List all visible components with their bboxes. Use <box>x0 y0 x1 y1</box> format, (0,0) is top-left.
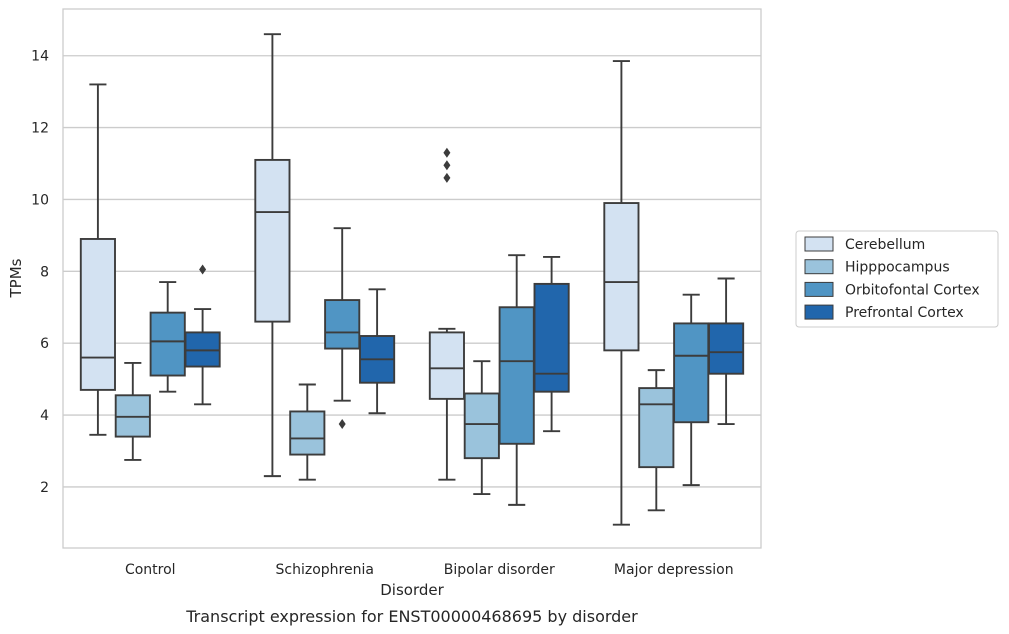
box-1-4 <box>184 264 221 406</box>
legend-swatch-2 <box>804 259 834 275</box>
box-3-4 <box>533 255 570 433</box>
x-axis-ticks: Control Schizophrenia Bipolar disorder Majo… <box>125 562 734 578</box>
box-1-2 <box>114 361 151 461</box>
legend-label-3: Orbitofontal Cortex <box>845 282 980 298</box>
box-body <box>673 322 710 424</box>
chart-caption: Transcript expression for ENST0000046869… <box>185 607 638 626</box>
box-body <box>149 311 186 377</box>
x-axis-label: Disorder <box>380 581 444 599</box>
legend-swatch-3 <box>804 281 834 297</box>
box-body <box>324 299 361 350</box>
box-body <box>289 410 326 456</box>
box-body <box>254 158 291 323</box>
box-4-4 <box>708 277 745 425</box>
x-tick-label-3: Bipolar disorder <box>444 562 555 578</box>
box-3-2 <box>463 360 500 496</box>
box-body <box>463 392 500 460</box>
box-body <box>708 322 745 375</box>
legend-label-2: Hipppocampus <box>845 260 950 276</box>
box-1-1 <box>79 83 116 436</box>
y-tick-label-10: 10 <box>31 192 49 208</box>
legend-swatch-1 <box>804 236 834 252</box>
box-body <box>533 282 570 393</box>
legend: Cerebellum Hipppocampus Orbitofontal Corte… <box>795 230 999 328</box>
box-4-2 <box>638 369 675 512</box>
outlier-point <box>338 419 346 430</box>
legend-label-4: Prefrontal Cortex <box>845 305 964 321</box>
y-axis-label: TPMs <box>7 258 25 298</box>
box-3-1 <box>428 147 465 481</box>
y-tick-label-4: 4 <box>40 408 49 424</box>
y-axis-ticks: 2 4 6 8 10 12 14 <box>31 49 49 496</box>
box-1-3 <box>149 281 186 393</box>
box-2-3 <box>324 227 361 430</box>
box-body <box>498 306 535 445</box>
x-tick-label-2: Schizophrenia <box>276 562 374 578</box>
box-2-4 <box>359 288 396 415</box>
boxplot-marks <box>79 33 745 526</box>
outlier-point <box>443 172 451 183</box>
y-tick-label-6: 6 <box>40 336 49 352</box>
box-4-3 <box>673 293 710 487</box>
box-body <box>428 331 465 400</box>
box-body <box>638 387 675 469</box>
outlier-point <box>443 160 451 171</box>
x-tick-label-1: Control <box>125 562 176 578</box>
x-tick-label-4: Major depression <box>614 562 734 578</box>
box-2-1 <box>254 33 291 478</box>
outlier-point <box>443 147 451 158</box>
y-tick-label-12: 12 <box>31 121 49 137</box>
y-tick-label-14: 14 <box>31 49 49 65</box>
legend-frame <box>795 230 999 328</box>
y-tick-label-2: 2 <box>40 480 49 496</box>
plot-frame <box>62 8 762 549</box>
box-body <box>79 238 116 391</box>
box-4-1 <box>603 60 640 526</box>
box-body <box>603 202 640 352</box>
box-3-3 <box>498 254 535 506</box>
box-2-2 <box>289 383 326 481</box>
y-tick-label-8: 8 <box>40 264 49 280</box>
legend-swatch-4 <box>804 304 834 320</box>
outlier-point <box>199 264 207 275</box>
legend-label-1: Cerebellum <box>845 237 925 253</box>
